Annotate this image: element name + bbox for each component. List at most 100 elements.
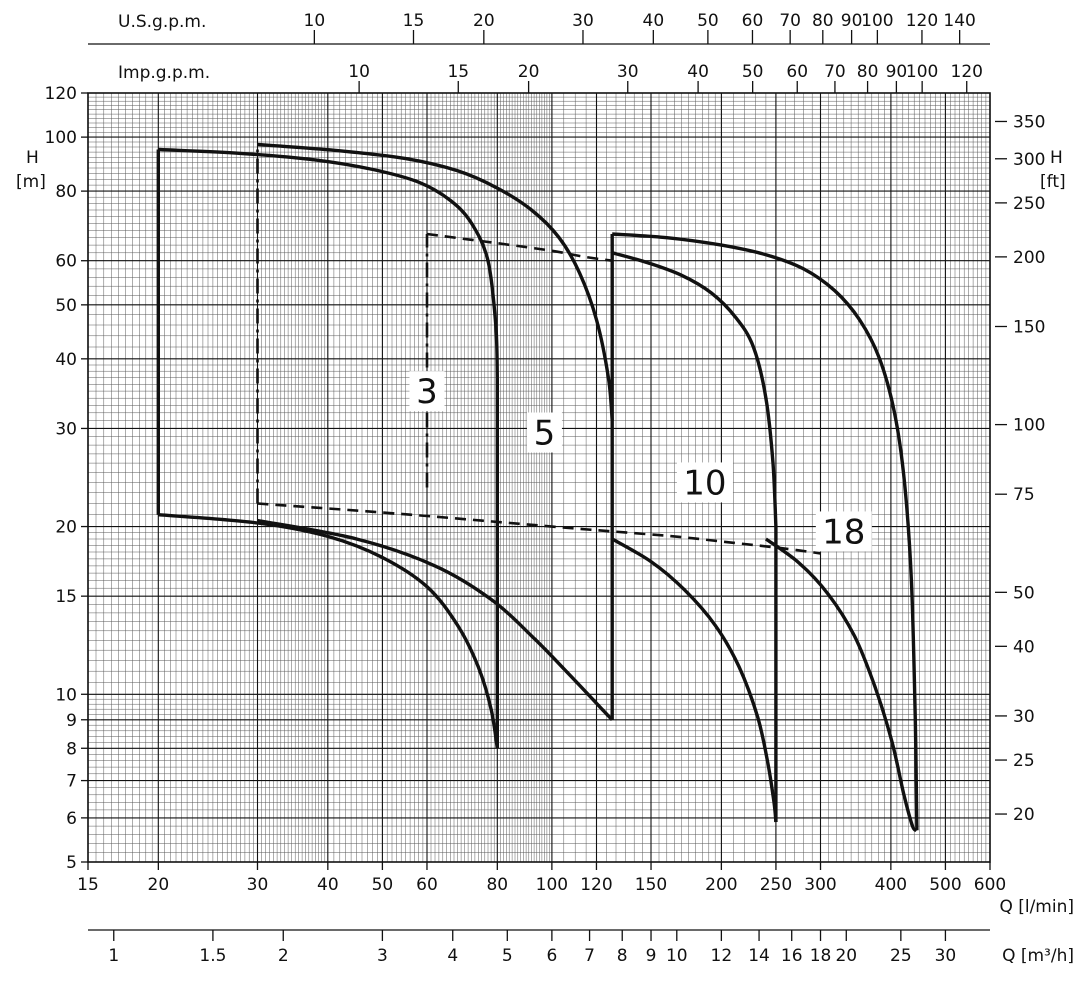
curve-label-10: 10 bbox=[676, 462, 733, 503]
curve-label-18: 18 bbox=[815, 511, 872, 552]
curve-label-3: 3 bbox=[409, 371, 445, 412]
q-lmin-tick-label: 120 bbox=[580, 875, 612, 895]
h-m-tick-label: 60 bbox=[55, 252, 77, 272]
model-10-max-head-curve bbox=[611, 251, 778, 527]
h-ft-tick-label: 350 bbox=[1013, 112, 1045, 132]
usgpm-tick-label: 30 bbox=[572, 11, 594, 31]
usgpm-tick-label: 60 bbox=[742, 11, 764, 31]
h-m-tick-label: 10 bbox=[55, 685, 77, 705]
axis-q-m3h: 1 1.5 2 3 4 5 6 7 8 9 10 12 14 16 18 20 25 30 bbox=[88, 929, 990, 966]
usgpm-tick-label: 20 bbox=[473, 11, 495, 31]
curve-label-box bbox=[409, 371, 445, 412]
impgpm-tick-label: 40 bbox=[687, 62, 709, 82]
impgpm-tick-label: 20 bbox=[518, 62, 540, 82]
axis-h-m: 120 100 80 60 50 40 30 20 15 10 9 8 7 6 5 bbox=[45, 84, 88, 873]
model-5-min-head-curve bbox=[257, 518, 614, 721]
q-m3h-tick-label: 1 bbox=[108, 946, 119, 966]
model-10-min-head-curve bbox=[611, 537, 778, 823]
h-ft-tick-label: 30 bbox=[1013, 707, 1035, 727]
q-lmin-tick-label: 250 bbox=[760, 875, 792, 895]
curve-label-text: 10 bbox=[683, 463, 726, 503]
h-ft-tick-label: 25 bbox=[1013, 751, 1035, 771]
grid-minor-lines bbox=[87, 92, 991, 863]
h-ft-tick-label: 75 bbox=[1013, 485, 1035, 505]
h-m-tick-label: 6 bbox=[66, 809, 77, 829]
usgpm-tick-label: 70 bbox=[779, 11, 801, 31]
head-m-axis-unit: [m] bbox=[16, 172, 46, 192]
usgpm-tick-label: 140 bbox=[943, 11, 975, 31]
impgpm-tick-label: 50 bbox=[742, 62, 764, 82]
curve-label-text: 5 bbox=[534, 414, 556, 454]
q-m3h-tick-label: 10 bbox=[666, 946, 688, 966]
q-lmin-tick-label: 15 bbox=[77, 875, 99, 895]
h-m-tick-label: 120 bbox=[45, 84, 77, 104]
head-ft-axis-unit: [ft] bbox=[1040, 172, 1066, 192]
model-18-min-head-curve bbox=[764, 537, 919, 832]
q-m3h-tick-label: 5 bbox=[502, 946, 513, 966]
usgpm-tick-label: 50 bbox=[697, 11, 719, 31]
h-m-tick-label: 50 bbox=[55, 296, 77, 316]
q-m3h-tick-label: 2 bbox=[278, 946, 289, 966]
h-m-tick-label: 7 bbox=[66, 772, 77, 792]
grid-major-lines bbox=[87, 92, 991, 863]
q-lmin-tick-label: 20 bbox=[148, 875, 170, 895]
plot-border bbox=[87, 92, 991, 863]
curve-label-box bbox=[526, 412, 562, 453]
axis-q-lmin: 15 20 30 40 50 60 80 100 120 150 200 250 300 400 500 60… bbox=[77, 862, 1006, 895]
q-m3h-tick-label: 8 bbox=[617, 946, 628, 966]
q-m3h-tick-label: 16 bbox=[781, 946, 803, 966]
h-ft-tick-label: 50 bbox=[1013, 583, 1035, 603]
q-m3h-tick-label: 3 bbox=[377, 946, 388, 966]
curve-label-text: 18 bbox=[822, 512, 865, 552]
q-lmin-tick-label: 600 bbox=[974, 875, 1006, 895]
usgpm-tick-label: 80 bbox=[812, 11, 834, 31]
usgpm-tick-label: 15 bbox=[403, 11, 425, 31]
h-ft-tick-label: 40 bbox=[1013, 637, 1035, 657]
q-lmin-tick-label: 50 bbox=[372, 875, 394, 895]
reduced-duty-upper-limit bbox=[426, 232, 613, 262]
curve-label-text: 3 bbox=[416, 372, 438, 412]
q-m3h-tick-label: 4 bbox=[447, 946, 458, 966]
q-lmin-axis-title: Q [l/min] bbox=[999, 897, 1074, 917]
q-lmin-tick-label: 30 bbox=[247, 875, 269, 895]
q-m3h-tick-label: 30 bbox=[935, 946, 957, 966]
q-lmin-tick-label: 150 bbox=[635, 875, 667, 895]
q-lmin-tick-label: 400 bbox=[875, 875, 907, 895]
h-m-tick-label: 100 bbox=[45, 128, 77, 148]
model-5-max-head-curve bbox=[257, 142, 614, 421]
h-ft-tick-label: 300 bbox=[1013, 150, 1045, 170]
q-m3h-tick-label: 12 bbox=[711, 946, 733, 966]
q-lmin-tick-label: 80 bbox=[486, 875, 508, 895]
h-m-tick-label: 80 bbox=[55, 182, 77, 202]
head-m-axis-title: H bbox=[26, 148, 39, 168]
grid bbox=[87, 92, 991, 863]
q-m3h-tick-label: 1.5 bbox=[199, 946, 226, 966]
usgpm-tick-label: 10 bbox=[304, 11, 326, 31]
q-lmin-tick-label: 300 bbox=[804, 875, 836, 895]
usgpm-tick-label: 120 bbox=[906, 11, 938, 31]
impgpm-tick-label: 80 bbox=[857, 62, 879, 82]
h-m-tick-label: 8 bbox=[66, 739, 77, 759]
q-m3h-tick-label: 20 bbox=[835, 946, 857, 966]
curve-labels: 3 5 10 18 bbox=[409, 371, 872, 552]
q-m3h-tick-label: 14 bbox=[748, 946, 770, 966]
q-lmin-tick-label: 40 bbox=[317, 875, 339, 895]
pump-curves bbox=[156, 142, 919, 832]
q-lmin-tick-label: 200 bbox=[705, 875, 737, 895]
model-18-max-head-curve bbox=[612, 232, 919, 831]
reduced-duty-lower-limit bbox=[257, 502, 821, 555]
q-m3h-tick-label: 6 bbox=[546, 946, 557, 966]
q-lmin-tick-label: 100 bbox=[536, 875, 568, 895]
h-m-tick-label: 30 bbox=[55, 419, 77, 439]
model-3-max-head-curve bbox=[158, 147, 499, 378]
h-ft-tick-label: 150 bbox=[1013, 317, 1045, 337]
q-m3h-axis-title: Q [m³/h] bbox=[1002, 946, 1074, 966]
impgpm-tick-label: 30 bbox=[617, 62, 639, 82]
usgpm-tick-label: 90 bbox=[841, 11, 863, 31]
q-m3h-tick-label: 25 bbox=[890, 946, 912, 966]
impgpm-tick-label: 70 bbox=[824, 62, 846, 82]
head-ft-axis-title: H bbox=[1050, 148, 1063, 168]
